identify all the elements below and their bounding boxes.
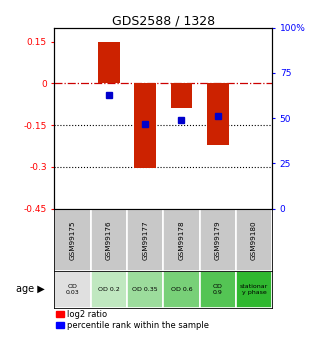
Bar	[54, 271, 91, 308]
Text: OD
0.03: OD 0.03	[66, 284, 79, 295]
Legend: log2 ratio, percentile rank within the sample: log2 ratio, percentile rank within the s…	[56, 310, 209, 330]
Bar	[200, 209, 236, 271]
Text: GSM99176: GSM99176	[106, 220, 112, 259]
Text: OD 0.2: OD 0.2	[98, 287, 120, 292]
Text: GSM99180: GSM99180	[251, 220, 257, 259]
Text: GSM99178: GSM99178	[179, 220, 184, 259]
Bar	[91, 209, 127, 271]
Text: stationar
y phase: stationar y phase	[240, 284, 268, 295]
Bar	[134, 83, 156, 168]
Text: GSM99179: GSM99179	[215, 220, 221, 259]
Text: OD
0.9: OD 0.9	[213, 284, 223, 295]
Bar	[163, 209, 200, 271]
Text: age ▶: age ▶	[16, 284, 45, 294]
Bar	[236, 209, 272, 271]
Bar	[127, 271, 163, 308]
Text: OD 0.35: OD 0.35	[132, 287, 158, 292]
Text: OD 0.6: OD 0.6	[171, 287, 192, 292]
Title: GDS2588 / 1328: GDS2588 / 1328	[112, 14, 215, 28]
Bar	[200, 271, 236, 308]
Bar	[163, 271, 200, 308]
Bar	[91, 271, 127, 308]
Text: GSM99175: GSM99175	[70, 220, 76, 259]
Bar	[207, 83, 229, 145]
Bar	[54, 209, 91, 271]
Bar	[170, 83, 192, 108]
Bar	[127, 209, 163, 271]
Bar	[236, 271, 272, 308]
Text: GSM99177: GSM99177	[142, 220, 148, 259]
Bar	[98, 41, 120, 83]
